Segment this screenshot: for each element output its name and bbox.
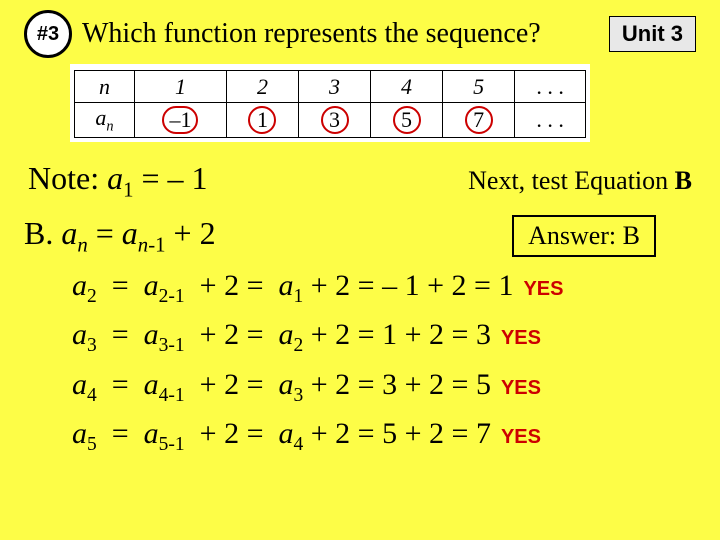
work-expr: a2 = a2-1 + 2 = a1 + 2 = – 1 + 2 = 1 — [72, 263, 513, 312]
subscript-1: 1 — [123, 179, 133, 202]
work-line: a5 = a5-1 + 2 = a4 + 2 = 5 + 2 = 7 YES — [72, 411, 696, 460]
note-right: Next, test Equation B — [468, 166, 692, 196]
yes-label: YES — [523, 274, 563, 305]
table-cell: 7 — [443, 103, 515, 138]
option-b-row: B. an = an-1 + 2 Answer: B — [24, 215, 696, 257]
a-symbol: a — [107, 160, 123, 196]
circled-value: 1 — [248, 106, 276, 134]
work-expr: a4 = a4-1 + 2 = a3 + 2 = 3 + 2 = 5 — [72, 362, 491, 411]
equals: = — [88, 215, 122, 251]
yes-label: YES — [501, 422, 541, 453]
circled-value: 3 — [321, 106, 349, 134]
answer-prefix: Answer: — [528, 221, 623, 250]
header-row: #3 Which function represents the sequenc… — [24, 10, 696, 58]
work-line: a4 = a4-1 + 2 = a3 + 2 = 3 + 2 = 5 YES — [72, 362, 696, 411]
sequence-table: n 1 2 3 4 5 . . . an –1 1 3 5 7 . . . — [74, 70, 586, 138]
work-expr: a3 = a3-1 + 2 = a2 + 2 = 1 + 2 = 3 — [72, 312, 491, 361]
note-prefix: Note: — [28, 160, 107, 196]
row-header-an: an — [75, 103, 135, 138]
yes-label: YES — [501, 323, 541, 354]
table-cell: 1 — [135, 71, 227, 103]
unit-label: Unit 3 — [609, 16, 696, 52]
slide: #3 Which function represents the sequenc… — [0, 0, 720, 540]
problem-number-badge: #3 — [24, 10, 72, 58]
table-cell-ellipsis: . . . — [515, 71, 586, 103]
yes-label: YES — [501, 373, 541, 404]
a-symbol: a — [122, 215, 138, 251]
table-cell: 3 — [298, 71, 370, 103]
subscript-n-minus-1: n-1 — [138, 233, 166, 256]
circled-value: 5 — [393, 106, 421, 134]
table-cell: 5 — [371, 103, 443, 138]
option-label: B. — [24, 215, 61, 251]
sequence-table-wrap: n 1 2 3 4 5 . . . an –1 1 3 5 7 . . . — [70, 64, 590, 142]
table-cell: 3 — [298, 103, 370, 138]
a-symbol: a — [61, 215, 77, 251]
note-rest: = – 1 — [134, 160, 208, 196]
work-lines: a2 = a2-1 + 2 = a1 + 2 = – 1 + 2 = 1 YES… — [24, 263, 696, 460]
row-header-n: n — [75, 71, 135, 103]
circled-value: 7 — [465, 106, 493, 134]
table-row: an –1 1 3 5 7 . . . — [75, 103, 586, 138]
answer-box: Answer: B — [512, 215, 656, 257]
table-cell: –1 — [135, 103, 227, 138]
work-line: a3 = a3-1 + 2 = a2 + 2 = 1 + 2 = 3 YES — [72, 312, 696, 361]
plus-2: + 2 — [166, 215, 216, 251]
table-cell: 1 — [226, 103, 298, 138]
table-cell-ellipsis: . . . — [515, 103, 586, 138]
question-text: Which function represents the sequence? — [82, 18, 599, 50]
next-test-prefix: Next, test Equation — [468, 166, 675, 195]
answer-value: B — [623, 221, 640, 250]
subscript-n: n — [77, 233, 87, 256]
option-b-formula: B. an = an-1 + 2 — [24, 215, 216, 257]
n-subscript: n — [106, 118, 113, 134]
table-cell: 4 — [371, 71, 443, 103]
table-cell: 5 — [443, 71, 515, 103]
note-left: Note: a1 = – 1 — [28, 160, 208, 202]
note-row: Note: a1 = – 1 Next, test Equation B — [24, 160, 696, 202]
circled-value: –1 — [162, 106, 198, 134]
work-expr: a5 = a5-1 + 2 = a4 + 2 = 5 + 2 = 7 — [72, 411, 491, 460]
table-row: n 1 2 3 4 5 . . . — [75, 71, 586, 103]
equation-letter: B — [675, 166, 692, 195]
a-symbol: a — [95, 105, 106, 130]
work-line: a2 = a2-1 + 2 = a1 + 2 = – 1 + 2 = 1 YES — [72, 263, 696, 312]
table-cell: 2 — [226, 71, 298, 103]
